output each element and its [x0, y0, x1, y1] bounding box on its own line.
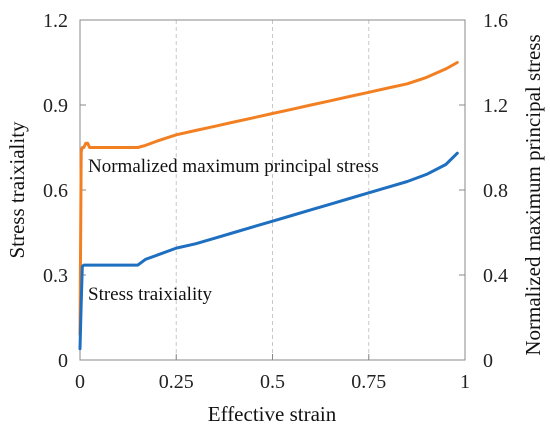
- y-right-tick-label: 1.2: [483, 95, 508, 117]
- x-tick-label: 1: [460, 371, 470, 393]
- x-axis-title: Effective strain: [208, 402, 337, 426]
- y-right-tick-label: 1.6: [483, 10, 508, 32]
- y-left-tick-label: 0: [58, 350, 68, 372]
- y-right-tick-labels: 0 0.4 0.8 1.2 1.6: [483, 10, 508, 372]
- y-left-tick-labels: 0 0.3 0.6 0.9 1.2: [43, 10, 68, 372]
- x-tick-label: 0.75: [351, 371, 386, 393]
- y-left-tick-label: 1.2: [43, 10, 68, 32]
- y-right-tick-label: 0.8: [483, 180, 508, 202]
- grid: [176, 20, 369, 360]
- x-tick-label: 0.5: [260, 371, 285, 393]
- y-right-axis-title: Normalized maximum principal stress: [521, 34, 545, 355]
- y-left-axis-title: Stress traixiality: [5, 121, 29, 259]
- series-annotations: Normalized maximum principal stress Stres…: [88, 156, 379, 305]
- x-tick-label: 0.25: [159, 371, 194, 393]
- series-group: [80, 63, 457, 349]
- annotation-normalized-stress: Normalized maximum principal stress: [88, 156, 379, 177]
- x-tick-label: 0: [75, 371, 85, 393]
- series-line-stress-triaxiality: [80, 153, 457, 349]
- y-left-tick-label: 0.3: [43, 265, 68, 287]
- y-right-tick-label: 0.4: [483, 265, 508, 287]
- y-right-tick-label: 0: [483, 350, 493, 372]
- x-tick-labels: 0 0.25 0.5 0.75 1: [75, 371, 470, 393]
- annotation-stress-triaxiality: Stress traixiality: [88, 284, 213, 305]
- y-left-tick-label: 0.6: [43, 180, 68, 202]
- y-left-tick-label: 0.9: [43, 95, 68, 117]
